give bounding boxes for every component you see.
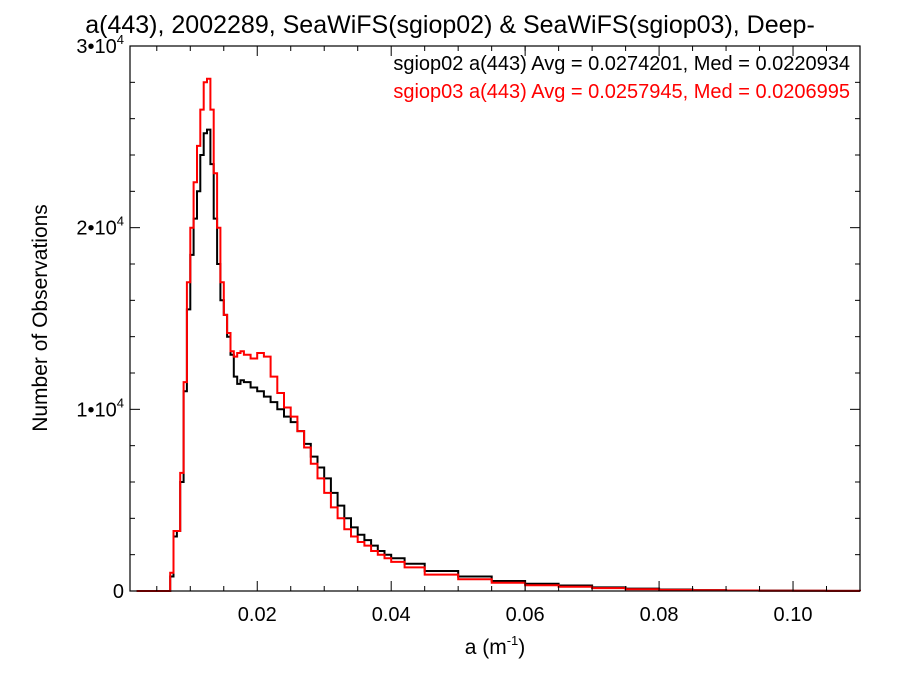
y-tick-label-mantissa: 0 [113,581,124,603]
y-tick-label-exponent: 4 [117,32,124,47]
x-axis-label-close: ) [518,636,525,659]
x-axis: 0.02 0.04 0.06 0.08 0.10 [156,46,828,626]
y-tick-label-mantissa: 1•10 [76,399,116,421]
legend-entry-sgiop02: sgiop02 a(443) Avg = 0.0274201, Med = 0.… [393,53,850,75]
plot-series [136,77,861,592]
chart-title: a(443), 2002289, SeaWiFS(sgiop02) & SeaW… [85,11,815,39]
x-tick-label: 0.08 [640,604,679,626]
x-axis-label-main: a (m [465,636,507,659]
x-axis-label: a (m-1) [465,633,526,659]
y-tick-label-mantissa: 2•10 [76,218,116,240]
x-tick-label: 0.10 [774,604,813,626]
x-tick-label: 0.06 [506,604,545,626]
y-tick-label-mantissa: 3•10 [76,36,116,58]
legend-entry-sgiop03: sgiop03 a(443) Avg = 0.0257945, Med = 0.… [393,81,850,103]
series-line-sgiop03 [136,77,861,592]
x-tick-label: 0.02 [238,604,277,626]
y-axis-label: Number of Observations [29,204,52,432]
x-axis-label-exponent: -1 [507,633,519,648]
y-tick-label: 2•104 [76,214,124,240]
plot-frame [129,45,861,592]
y-tick-label: 0 [113,581,124,603]
y-tick-label: 3•104 [76,32,124,58]
y-tick-label-exponent: 4 [117,395,124,410]
x-tick-label: 0.04 [372,604,411,626]
y-tick-label: 1•104 [76,395,124,421]
series-line-sgiop02 [136,128,861,592]
y-tick-label-exponent: 4 [117,214,124,229]
